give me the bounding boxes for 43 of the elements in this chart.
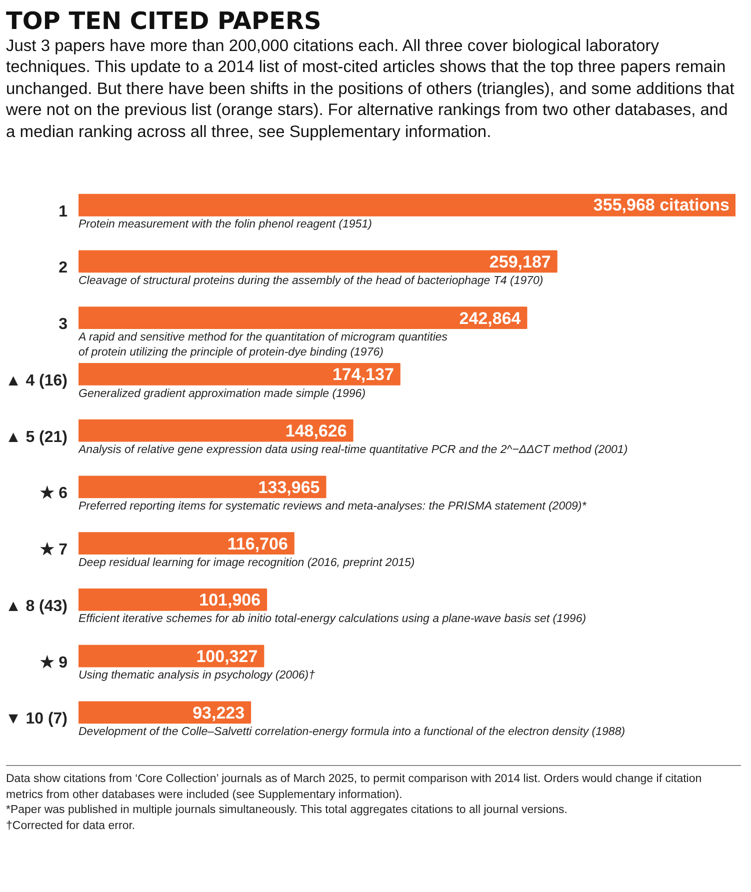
annotation: Preferred reporting items for systematic reviews and meta-analyses: the PRISMA statement (2009)* xyxy=(78,500,587,512)
data-label: 355,968 citations xyxy=(593,196,730,215)
data-label: 101,906 xyxy=(199,590,261,610)
annotation: Efficient iterative schemes for ab initio total-energy calculations using a plane-wave basis set (1996) xyxy=(78,613,586,626)
annotation: Cleavage of structural proteins during the assembly of the head of bacteriophage T4 (1970) xyxy=(78,275,544,288)
y-tick-label: ▼ 10 (7) xyxy=(5,710,68,728)
text: †Corrected for data error. xyxy=(6,820,136,832)
data-label: 133,965 xyxy=(258,478,320,497)
y-tick-label: ▲ 8 (43) xyxy=(5,598,68,615)
annotation: Generalized gradient approximation made simple (1996) xyxy=(78,388,366,400)
data-label: 259,187 xyxy=(489,252,551,272)
bar xyxy=(78,588,268,611)
text: *Paper was published in multiple journals simultaneously. This total aggregates citations to all journal versions. xyxy=(6,804,568,816)
bar xyxy=(78,701,252,724)
data-label: 93,223 xyxy=(192,703,245,722)
annotation: Using thematic analysis in psychology (2006)† xyxy=(78,670,316,682)
data-label: 100,327 xyxy=(196,647,258,666)
y-tick-label: ★ 9 xyxy=(40,654,68,672)
chart-subtitle: Just 3 papers have more than 200,000 citations each. All three cover biological laboratory techniques. This update to a 2014 list of most-cited articles shows that the top three papers remain unchanged. But there have been shifts in the positions of others (triangles), and some additions that were not on the previous list (orange stars). For alternative rankings from two other databases, and a median ranking across all three, see Supplementary information. xyxy=(6,36,736,143)
data-label: 174,137 xyxy=(332,365,394,384)
bar xyxy=(78,476,326,498)
annotation: Protein measurement with the folin phenol reagent (1951) xyxy=(78,218,372,231)
y-tick-label: 3 xyxy=(58,316,68,334)
bar xyxy=(78,532,294,555)
y-tick-label: ★ 7 xyxy=(40,542,68,559)
y-tick-label: 2 xyxy=(58,260,68,277)
data-label: 242,864 xyxy=(459,308,522,328)
data-label: 116,706 xyxy=(227,534,288,554)
y-tick-label: ★ 6 xyxy=(40,485,68,502)
bar xyxy=(78,419,354,442)
annotation: Development of the Colle–Salvetti correlation-energy formula into a functional of the electron density (1988) xyxy=(78,726,626,738)
text: Data show citations from ‘Core Collection’ journals as of March 2025, to permit comparison with 2014 list. Orders would change if citation metrics from other databases were included (see Supplementary information). xyxy=(6,773,702,801)
annotation: Deep residual learning for image recognition (2016, preprint 2015) xyxy=(78,556,415,569)
y-tick-label: ▲ 4 (16) xyxy=(5,372,68,390)
y-tick-label: ▲ 5 (21) xyxy=(5,428,68,446)
bar xyxy=(78,306,528,330)
bar xyxy=(78,644,264,668)
bar xyxy=(78,194,736,216)
bar xyxy=(78,250,558,273)
bar xyxy=(78,363,400,386)
chart-title: TOP TEN CITED PAPERS xyxy=(6,6,322,37)
y-tick-label: 1 xyxy=(58,203,68,220)
data-label: 148,626 xyxy=(285,422,347,441)
